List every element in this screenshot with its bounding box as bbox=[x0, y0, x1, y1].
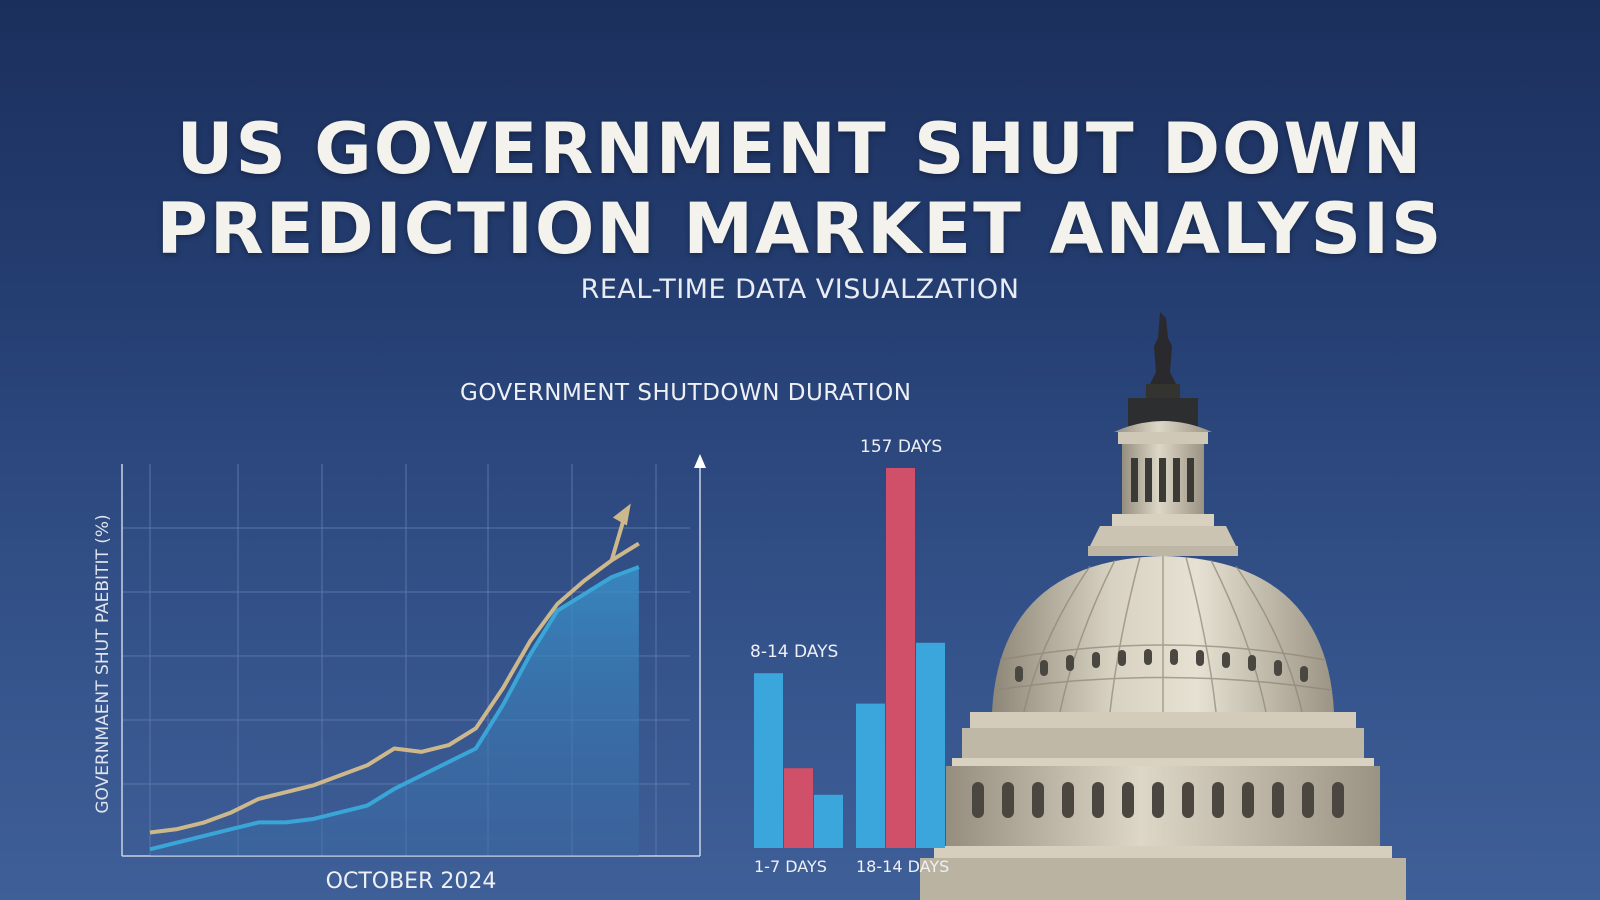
category-label: 18-14 DAYS bbox=[856, 857, 949, 876]
line-chart: OCTOBER 2024 GOVERNMAENT SHUT PAEBITIT (%… bbox=[93, 454, 706, 894]
x-axis-label: OCTOBER 2024 bbox=[326, 869, 497, 894]
bar bbox=[856, 703, 885, 848]
y-axis-label: GOVERNMAENT SHUT PAEBITIT (%) bbox=[93, 514, 113, 813]
title-line-1: US GOVERNMENT SHUT DOWN bbox=[176, 108, 1424, 190]
bar bbox=[784, 768, 813, 848]
category-label: 1-7 DAYS bbox=[754, 857, 827, 876]
axis-arrow-icon bbox=[694, 454, 706, 468]
bar bbox=[886, 468, 915, 848]
bar-chart: 1-7 DAYS 18-14 DAYS 8-14 DAYS 157 DAYS bbox=[750, 437, 949, 876]
trend-arrow-icon bbox=[612, 503, 631, 526]
title-line-2: PREDICTION MARKET ANALYSIS bbox=[156, 188, 1444, 270]
subtitle: REAL-TIME DATA VISUALZATION bbox=[580, 274, 1020, 305]
bar bbox=[754, 673, 783, 848]
section-title: GOVERNMENT SHUTDOWN DURATION bbox=[460, 380, 912, 406]
bar bbox=[814, 794, 843, 848]
data-label: 8-14 DAYS bbox=[750, 642, 838, 662]
bar bbox=[916, 642, 945, 848]
data-label: 157 DAYS bbox=[860, 437, 942, 457]
capitol-dome-illustration bbox=[920, 312, 1406, 900]
series-1-line bbox=[149, 541, 640, 835]
series-2-line bbox=[149, 565, 640, 852]
series-2-area bbox=[150, 567, 639, 856]
